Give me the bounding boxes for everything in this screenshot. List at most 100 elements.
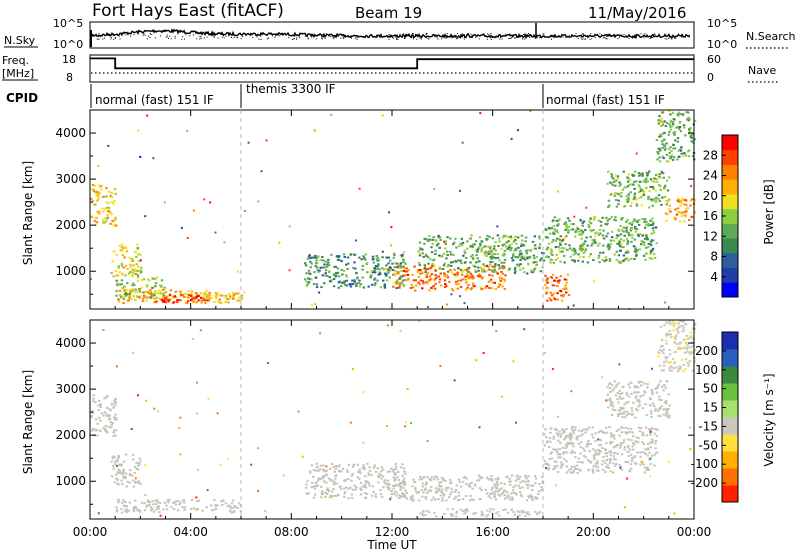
echo-cell <box>681 347 684 350</box>
echo-speckle <box>410 422 413 425</box>
echo-cell <box>571 426 574 428</box>
echo-cell <box>615 193 618 196</box>
noise-search-dot <box>266 38 268 40</box>
echo-cell <box>486 234 489 237</box>
echo-cell <box>158 297 162 300</box>
echo-cell <box>626 185 630 188</box>
echo-cell <box>393 272 397 275</box>
echo-cell <box>642 190 646 193</box>
echo-cell <box>487 250 491 253</box>
echo-cell <box>434 277 438 280</box>
echo-cell <box>631 445 634 448</box>
echo-cell <box>120 479 123 482</box>
echo-cell <box>493 253 496 255</box>
echo-cell <box>489 247 492 250</box>
echo-cell <box>651 222 655 225</box>
echo-cell <box>105 413 108 416</box>
noise-search-dot <box>538 37 540 39</box>
echo-cell <box>338 464 341 467</box>
echo-cell <box>626 251 630 254</box>
echo-cell <box>658 398 661 401</box>
power-panel-frame <box>89 109 695 310</box>
echo-cell <box>552 225 556 227</box>
echo-cell <box>654 174 658 177</box>
velocity-colorbar-title: Velocity [m s⁻¹] <box>762 373 776 466</box>
echo-cell <box>645 177 648 180</box>
echo-speckle <box>649 457 652 460</box>
echo-cell <box>623 205 626 208</box>
echo-cell <box>466 247 469 250</box>
echo-cell <box>634 416 637 419</box>
echo-cell <box>421 512 424 515</box>
echo-cell <box>507 269 510 272</box>
echo-cell <box>372 491 375 493</box>
echo-cell <box>380 466 384 469</box>
echo-cell <box>645 246 648 249</box>
echo-cell <box>556 231 559 234</box>
echo-cell <box>219 301 222 304</box>
echo-cell <box>628 469 631 472</box>
echo-cell <box>212 508 215 511</box>
echo-cell <box>433 511 436 514</box>
echo-cell <box>658 147 662 150</box>
echo-cell <box>349 486 352 489</box>
echo-cell <box>555 276 558 279</box>
echo-cell <box>109 409 112 412</box>
echo-cell <box>431 264 434 267</box>
echo-cell <box>665 142 668 145</box>
echo-cell <box>598 444 601 447</box>
echo-cell <box>392 484 395 487</box>
echo-cell <box>506 248 509 250</box>
echo-cell <box>465 477 468 480</box>
echo-cell <box>437 236 440 239</box>
echo-cell <box>565 434 568 437</box>
echo-cell <box>120 272 123 275</box>
echo-cell <box>676 370 680 373</box>
echo-cell <box>648 190 651 192</box>
noise-search-dot <box>96 38 98 40</box>
echo-cell <box>569 438 572 441</box>
echo-cell <box>528 256 532 259</box>
echo-cell <box>442 492 445 495</box>
echo-cell <box>95 194 98 197</box>
echo-cell <box>594 440 597 442</box>
echo-cell <box>626 240 629 243</box>
echo-cell <box>414 289 417 292</box>
echo-cell <box>314 469 318 472</box>
echo-cell <box>591 242 594 245</box>
noise-search-dot <box>332 36 334 38</box>
echo-cell <box>510 243 513 246</box>
echo-cell <box>195 508 198 511</box>
noise-search-dot <box>542 33 544 35</box>
echo-cell <box>505 491 509 494</box>
echo-cell <box>444 283 447 286</box>
echo-cell <box>120 507 123 510</box>
echo-cell <box>318 269 321 272</box>
echo-speckle <box>354 239 357 242</box>
echo-cell <box>618 240 621 243</box>
noise-search-dot <box>337 36 339 37</box>
echo-cell <box>630 183 634 186</box>
echo-cell <box>665 332 668 335</box>
echo-cell <box>591 469 594 472</box>
noise-search-dot <box>398 35 400 37</box>
echo-cell <box>657 119 660 122</box>
echo-cell <box>110 460 113 463</box>
echo-cell <box>415 284 418 287</box>
power-colorbar-title: Power [dB] <box>762 179 776 244</box>
echo-cell <box>331 480 335 483</box>
echo-cell <box>445 284 448 287</box>
echo-cell <box>585 236 588 239</box>
noise-search-dot <box>395 36 397 38</box>
echo-cell <box>683 351 687 354</box>
echo-cell <box>305 486 308 489</box>
echo-cell <box>492 271 495 273</box>
echo-cell <box>114 473 118 476</box>
echo-cell <box>503 252 506 255</box>
echo-cell <box>137 468 140 471</box>
echo-cell <box>497 264 500 266</box>
echo-cell <box>568 436 571 439</box>
echo-cell <box>203 292 206 295</box>
echo-cell <box>478 487 482 490</box>
echo-cell <box>590 461 593 464</box>
